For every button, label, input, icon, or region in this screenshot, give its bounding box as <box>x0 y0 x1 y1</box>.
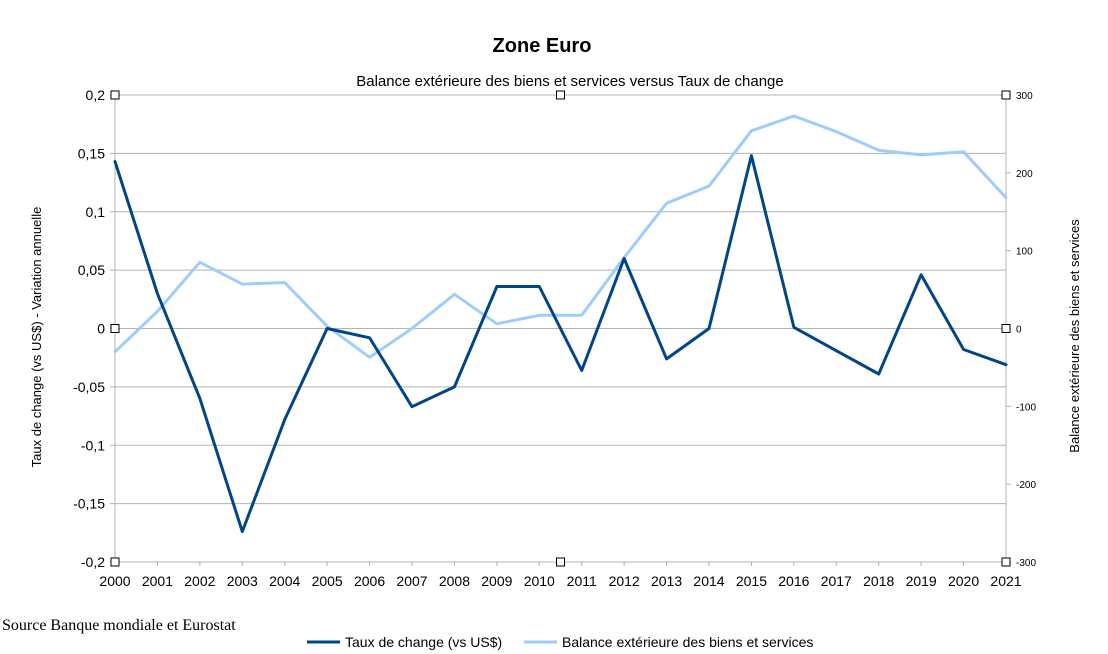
right-tick-label: -200 <box>1016 480 1036 491</box>
x-tick-label: 2021 <box>990 573 1021 589</box>
x-tick-label: 2011 <box>567 573 597 589</box>
left-tick-label: -0,05 <box>73 379 105 395</box>
series-line-trade-balance <box>113 114 1008 359</box>
x-tick-label: 2016 <box>778 573 809 589</box>
x-tick-label: 2012 <box>609 573 640 589</box>
right-tick-label: -300 <box>1016 558 1036 569</box>
right-axis-ticks: 300 200 100 0 -100 -200 -300 <box>1006 91 1036 569</box>
x-tick-label: 2002 <box>184 573 215 589</box>
right-tick-label: -100 <box>1016 402 1036 413</box>
x-tick-label: 2010 <box>524 573 555 589</box>
x-tick-label: 2013 <box>651 573 682 589</box>
right-axis-label: Balance extérieure des biens et services <box>1067 219 1082 453</box>
x-tick-label: 2009 <box>481 573 512 589</box>
x-tick-label: 2017 <box>821 573 852 589</box>
selection-handles <box>110 90 1011 567</box>
x-tick-label: 2019 <box>906 573 937 589</box>
x-tick-label: 2018 <box>863 573 894 589</box>
x-tick-label: 2005 <box>312 573 343 589</box>
right-tick-label: 300 <box>1016 91 1033 102</box>
resize-handle[interactable] <box>556 557 565 567</box>
resize-handle[interactable] <box>1001 324 1011 333</box>
x-tick-label: 2008 <box>439 573 470 589</box>
series-layer <box>113 114 1008 534</box>
x-tick-label: 2000 <box>99 573 130 589</box>
resize-handle[interactable] <box>110 90 120 100</box>
legend: Taux de change (vs US$) Balance extérieu… <box>307 634 813 650</box>
left-tick-label: 0,15 <box>78 145 105 161</box>
resize-handle[interactable] <box>110 557 120 567</box>
legend-label-exchange-rate: Taux de change (vs US$) <box>345 634 502 650</box>
left-axis-ticks: 0,2 0,15 0,1 0,05 0 -0,05 -0,1 -0,15 -0,2 <box>73 87 115 570</box>
x-tick-label: 2006 <box>354 573 385 589</box>
left-tick-label: 0,2 <box>86 87 106 103</box>
resize-handle[interactable] <box>556 90 565 100</box>
left-tick-label: 0 <box>97 321 105 337</box>
left-axis-label: Taux de change (vs US$) - Variation annu… <box>29 207 44 468</box>
series-line-exchange-rate <box>113 154 1008 534</box>
x-axis-ticks: 2000 2001 2002 2003 2004 2005 2006 2007 2008 2009… <box>99 562 1022 589</box>
legend-label-trade-balance: Balance extérieure des biens et services <box>562 634 813 650</box>
x-tick-label: 2003 <box>227 573 258 589</box>
right-tick-label: 200 <box>1016 169 1033 180</box>
left-tick-label: -0,2 <box>81 554 105 570</box>
x-tick-label: 2007 <box>396 573 427 589</box>
left-tick-label: 0,1 <box>86 204 106 220</box>
left-tick-label: 0,05 <box>78 262 105 278</box>
resize-handle[interactable] <box>1001 90 1011 100</box>
x-tick-label: 2014 <box>693 573 724 589</box>
left-tick-label: -0,15 <box>73 496 105 512</box>
source-note: Source Banque mondiale et Eurostat <box>2 617 236 634</box>
resize-handle[interactable] <box>1001 557 1011 567</box>
x-tick-label: 2015 <box>736 573 767 589</box>
left-tick-label: -0,1 <box>81 437 105 453</box>
right-tick-label: 100 <box>1016 247 1033 258</box>
x-tick-label: 2004 <box>269 573 300 589</box>
chart-title: Zone Euro <box>493 35 592 57</box>
x-tick-label: 2020 <box>948 573 979 589</box>
resize-handle[interactable] <box>110 324 120 333</box>
right-tick-label: 0 <box>1016 325 1022 336</box>
x-tick-label: 2001 <box>142 573 173 589</box>
chart-subtitle: Balance extérieure des biens et services… <box>356 73 783 90</box>
